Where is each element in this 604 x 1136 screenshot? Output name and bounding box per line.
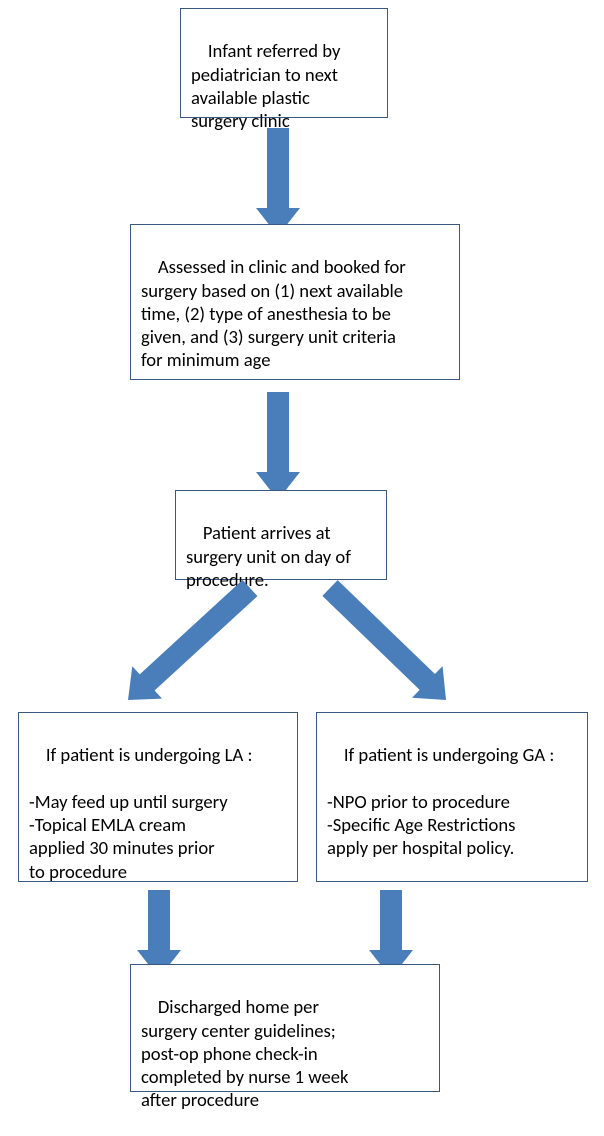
arrow-down-2 bbox=[256, 392, 300, 500]
node-la-branch: If patient is undergoing LA : -May feed … bbox=[18, 712, 298, 882]
node-ga-branch: If patient is undergoing GA : -NPO prior… bbox=[316, 712, 588, 882]
node-text: If patient is undergoing GA : -NPO prior… bbox=[327, 744, 554, 860]
flowchart-canvas: Infant referred by pediatrician to next … bbox=[0, 0, 604, 1123]
node-text: Discharged home per surgery center guide… bbox=[141, 996, 348, 1112]
node-discharged: Discharged home per surgery center guide… bbox=[130, 964, 440, 1092]
node-text: Assessed in clinic and booked for surger… bbox=[141, 256, 406, 372]
node-referral: Infant referred by pediatrician to next … bbox=[180, 8, 388, 118]
node-text: Infant referred by pediatrician to next … bbox=[191, 40, 340, 133]
node-text: If patient is undergoing LA : -May feed … bbox=[29, 744, 252, 883]
arrow-down-1 bbox=[256, 128, 300, 236]
node-assessed: Assessed in clinic and booked for surger… bbox=[130, 224, 460, 380]
